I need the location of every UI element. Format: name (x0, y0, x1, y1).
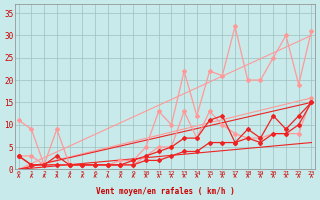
X-axis label: Vent moyen/en rafales ( km/h ): Vent moyen/en rafales ( km/h ) (96, 187, 234, 196)
